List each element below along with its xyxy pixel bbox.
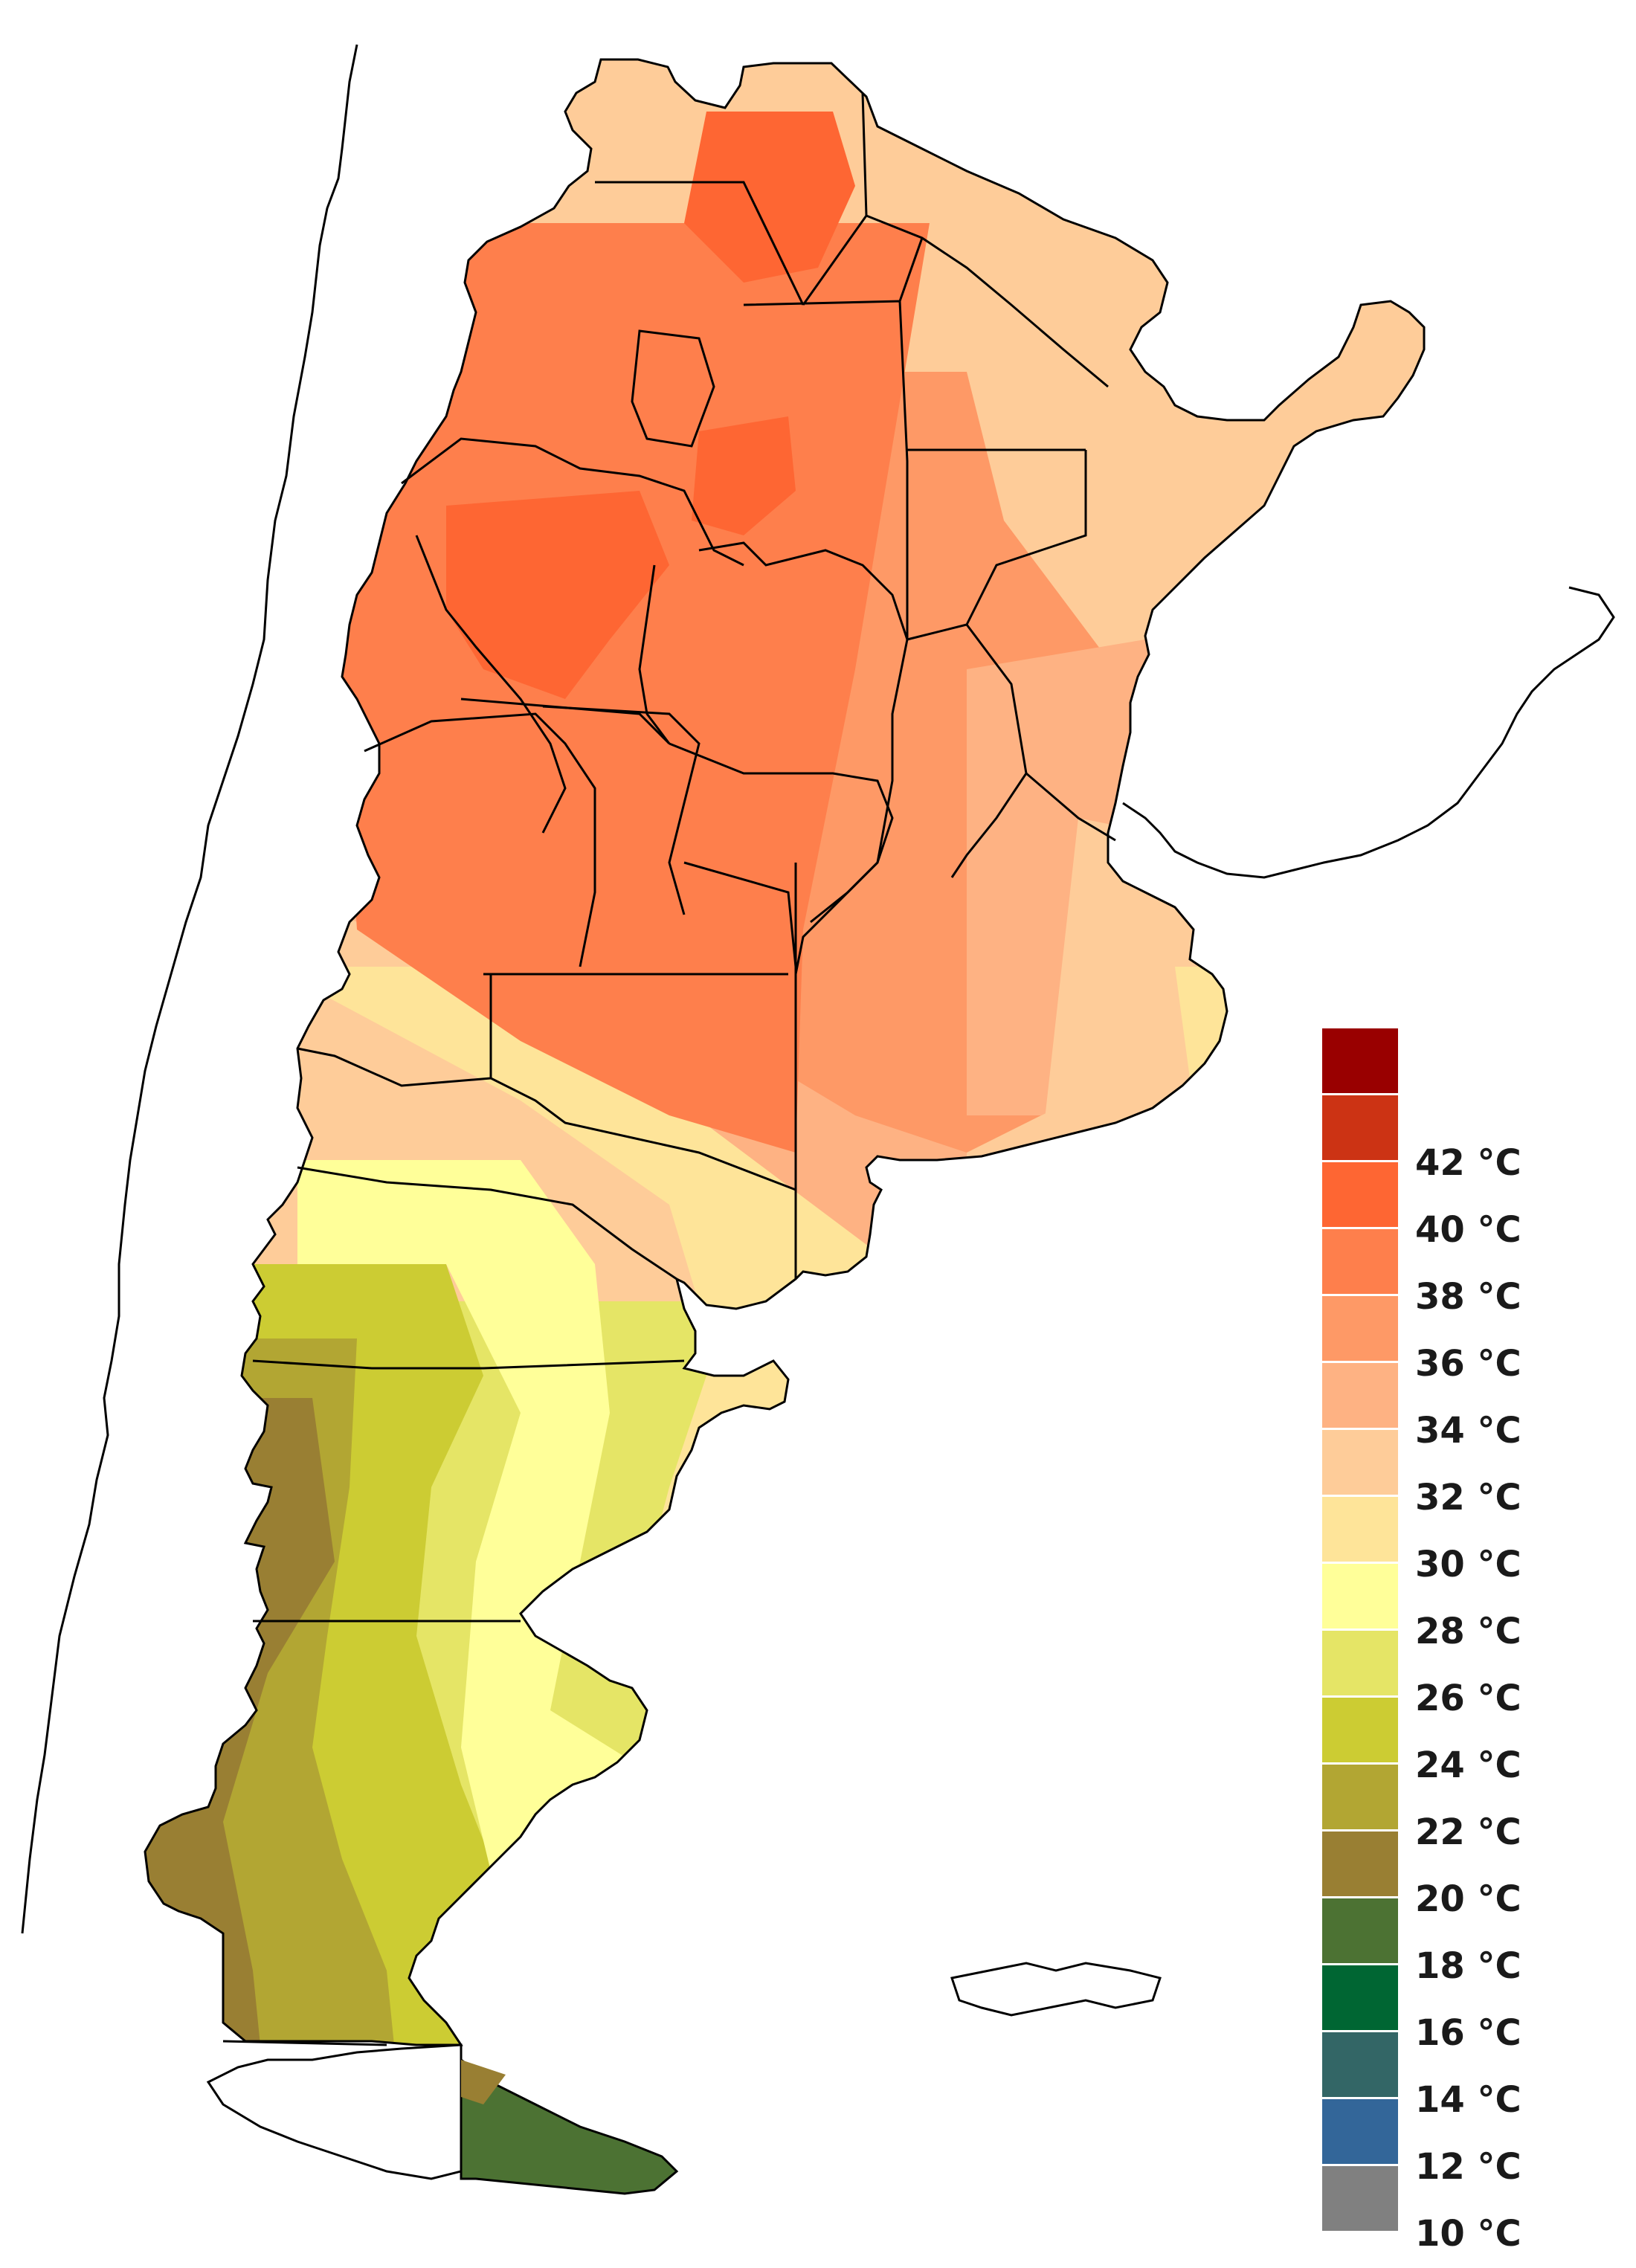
legend-swatch [1322,1698,1398,1762]
legend-tick-label: 20 °C [1415,1878,1521,1920]
legend-divider [1322,1361,1398,1363]
legend-tick-label: 42 °C [1415,1142,1521,1184]
legend-tick-label: 38 °C [1415,1276,1521,1318]
legend-swatch [1322,1430,1398,1495]
tierra-del-fuego [460,2058,679,2195]
legend-divider [1322,2030,1398,2032]
legend-row: 12 °C [1322,2099,1620,2188]
legend-swatch [1322,1162,1398,1227]
legend-tick-label: 30 °C [1415,1544,1521,1585]
tdf-warm-edge [461,2060,506,2104]
legend-row: 36 °C [1322,1296,1620,1385]
legend-divider [1322,1428,1398,1430]
legend-row: 24 °C [1322,1698,1620,1786]
legend-tick-label: 34 °C [1415,1410,1521,1452]
legend-row [1322,1028,1620,1095]
legend-tick-label: 26 °C [1415,1678,1521,1719]
province-borders [222,92,1116,2046]
legend-divider [1322,1762,1398,1765]
legend-tick-label: 10 °C [1415,2213,1521,2255]
legend-divider [1322,1093,1398,1095]
legend-row: 32 °C [1322,1430,1620,1518]
legend-row: 28 °C [1322,1564,1620,1652]
legend-row: 20 °C [1322,1832,1620,1920]
legend-row: 34 °C [1322,1363,1620,1452]
legend-divider [1322,1695,1398,1698]
legend-swatch [1322,1765,1398,1829]
legend-divider [1322,1227,1398,1229]
legend-row: 40 °C [1322,1162,1620,1251]
legend-swatch [1322,1296,1398,1361]
legend-swatch [1322,1229,1398,1294]
legend-divider [1322,1963,1398,1965]
legend-swatch [1322,1898,1398,1963]
band-38c [692,416,796,535]
neighbor-outlines [21,44,1615,2180]
band-28-east [1175,967,1279,1078]
legend-divider [1322,2097,1398,2099]
chile-coast-line [21,44,358,1934]
color-legend: 42 °C 40 °C 38 °C 36 °C 34 °C 32 °C 30 °C 28 °C… [1322,1028,1620,2255]
legend-tick-label: 32 °C [1415,1477,1521,1518]
legend-row: 42 °C [1322,1095,1620,1184]
legend-tick-label: 16 °C [1415,2012,1521,2054]
legend-tick-label: 18 °C [1415,1945,1521,1987]
legend-row: 22 °C [1322,1765,1620,1853]
legend-divider [1322,2164,1398,2166]
legend-swatch [1322,1564,1398,1628]
legend-divider [1322,1896,1398,1898]
legend-swatch [1322,1028,1398,1093]
legend-row: 38 °C [1322,1229,1620,1318]
legend-row: 18 °C [1322,1898,1620,1987]
legend-row: 14 °C [1322,2032,1620,2121]
legend-tick-label: 28 °C [1415,1611,1521,1652]
legend-tick-label: 24 °C [1415,1745,1521,1786]
legend-tick-label: 22 °C [1415,1811,1521,1853]
legend-divider [1322,1562,1398,1564]
uruguay-outline [1122,586,1615,879]
legend-row: 10 °C [1322,2166,1620,2255]
legend-swatch [1322,2166,1398,2231]
band-38b [446,491,669,699]
legend-tick-label: 12 °C [1415,2146,1521,2188]
legend-swatch [1322,1363,1398,1428]
legend-swatch [1322,1095,1398,1160]
tierra-del-fuego-chile [206,2043,463,2180]
legend-row: 16 °C [1322,1965,1620,2054]
legend-swatch [1322,1497,1398,1562]
legend-swatch [1322,1965,1398,2030]
legend-tick-label: 40 °C [1415,1209,1521,1251]
legend-divider [1322,1294,1398,1296]
falklands-outline [950,1962,1162,2017]
legend-divider [1322,1829,1398,1832]
legend-row: 30 °C [1322,1497,1620,1585]
legend-tick-label: 14 °C [1415,2079,1521,2121]
legend-swatch [1322,1631,1398,1695]
legend-swatch [1322,1832,1398,1896]
legend-divider [1322,1160,1398,1162]
legend-divider [1322,1628,1398,1631]
band-38a [684,112,855,283]
legend-row: 26 °C [1322,1631,1620,1719]
legend-divider [1322,1495,1398,1497]
legend-swatch [1322,2032,1398,2097]
legend-divider [1322,2231,1398,2233]
legend-swatch [1322,2099,1398,2164]
legend-tick-label: 36 °C [1415,1343,1521,1385]
